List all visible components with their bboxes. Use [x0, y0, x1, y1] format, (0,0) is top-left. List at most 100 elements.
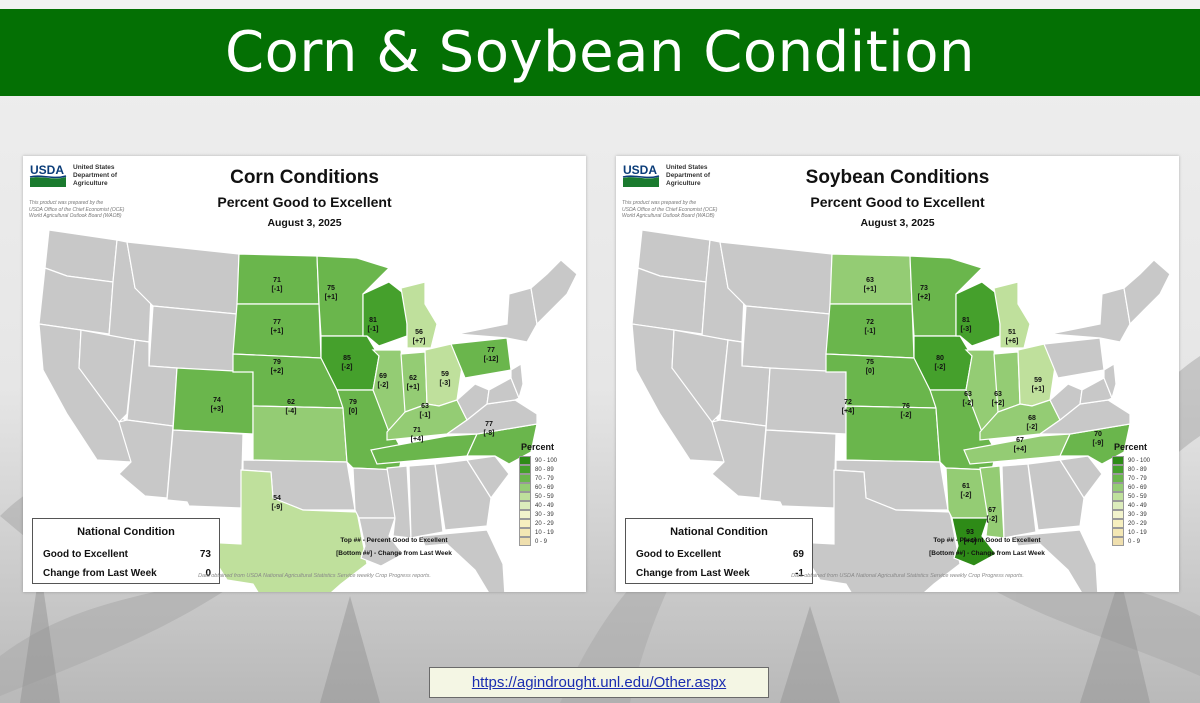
legend-item: 80 - 89	[519, 465, 579, 474]
state-nv	[671, 329, 729, 423]
state-value-mn: 75	[327, 285, 335, 292]
state-ne-states	[1123, 259, 1171, 326]
state-change-wi: [-3]	[961, 326, 972, 333]
state-change-mo: [-2]	[901, 412, 912, 419]
legend-label: 60 - 69	[535, 484, 554, 491]
legend-item: 10 - 19	[1112, 528, 1172, 537]
state-change-in: [+1]	[407, 384, 420, 391]
legend-swatch	[1112, 528, 1124, 537]
legend-swatch	[519, 528, 531, 537]
legend-swatch	[1112, 483, 1124, 492]
state-value-tn: 67	[1016, 437, 1024, 444]
state-ga	[434, 459, 492, 531]
national-condition-title: National Condition	[77, 526, 175, 538]
state-nj	[510, 362, 524, 400]
legend-item: 30 - 39	[519, 510, 579, 519]
us-states-map: 71 [-1] 75 [+1] 77 [+1] 81 [-1] 56 [+7] 79 [+2] 85 [-…	[38, 229, 578, 592]
legend-label: 20 - 29	[535, 520, 554, 527]
legend-item: 0 - 9	[519, 537, 579, 546]
state-value-ne: 75	[866, 359, 874, 366]
state-change-la: [+4]	[964, 538, 977, 545]
state-value-ky: 63	[421, 403, 429, 410]
agency-line-3: Agriculture	[666, 180, 701, 187]
state-change-tn: [+4]	[411, 436, 424, 443]
legend-swatch	[1112, 456, 1124, 465]
legend-label: 50 - 59	[535, 493, 554, 500]
state-nj	[1103, 362, 1117, 400]
legend-swatch	[519, 537, 531, 546]
state-change-ks: [-4]	[286, 408, 297, 415]
state-value-pa: 77	[487, 347, 495, 354]
state-change-ky: [-1]	[420, 412, 431, 419]
state-la	[951, 517, 997, 567]
state-change-il: [-2]	[378, 382, 389, 389]
state-sc	[1058, 455, 1103, 500]
good-excellent-label: Good to Excellent	[43, 549, 129, 560]
state-change-ms: [-2]	[987, 516, 998, 523]
state-change-il: [-2]	[963, 400, 974, 407]
state-change-co: [+3]	[211, 406, 224, 413]
legend-label: 60 - 69	[1128, 484, 1147, 491]
state-change-mi: [+6]	[1006, 338, 1019, 345]
state-change-sd: [-1]	[865, 328, 876, 335]
prepared-line-3: World Agricultural Outlook Board (WAOB)	[622, 213, 715, 219]
state-value-sd: 72	[866, 319, 874, 326]
legend-title: Percent	[521, 442, 555, 452]
state-value-in: 62	[409, 375, 417, 382]
title-banner: Corn & Soybean Condition	[0, 9, 1200, 96]
prepared-line-3: World Agricultural Outlook Board (WAOB)	[29, 213, 122, 219]
key-note-top: Top ## - Percent Good to Excellent	[933, 537, 1041, 544]
map-title: Soybean Conditions	[805, 167, 990, 188]
percent-legend: Percent 90 - 100 80 - 89 70 - 79 60 - 69 50 …	[1112, 442, 1172, 546]
map-subtitle: Percent Good to Excellent	[217, 194, 392, 210]
good-excellent-value: 73	[199, 549, 211, 560]
map-date: August 3, 2025	[860, 217, 935, 229]
source-link[interactable]: https://agindrought.unl.edu/Other.aspx	[471, 674, 727, 691]
state-ga	[1027, 459, 1085, 531]
legend-item: 70 - 79	[519, 474, 579, 483]
state-value-wi: 81	[962, 317, 970, 324]
legend-item: 60 - 69	[1112, 483, 1172, 492]
agency-line-3: Agriculture	[73, 180, 108, 187]
state-change-ks: [+4]	[842, 408, 855, 415]
legend-label: 0 - 9	[1128, 538, 1141, 545]
state-value-nd: 71	[273, 277, 281, 284]
legend-swatch	[1112, 474, 1124, 483]
label-key-note: Top ## - Percent Good to Excellent [Bott…	[319, 534, 469, 560]
legend-label: 90 - 100	[1128, 457, 1151, 464]
weekly-change-label: Change from Last Week	[43, 568, 157, 579]
key-note-bottom: [Bottom ##] - Change from Last Week	[929, 550, 1045, 557]
legend-label: 90 - 100	[535, 457, 558, 464]
weekly-change-value: 0	[205, 568, 211, 579]
state-md	[486, 377, 520, 405]
state-change-sd: [+1]	[271, 328, 284, 335]
legend-swatch	[1112, 537, 1124, 546]
state-value-ia: 85	[343, 355, 351, 362]
state-change-mi: [+7]	[413, 338, 426, 345]
state-ny	[1049, 287, 1131, 343]
agency-line-1: United States	[73, 164, 115, 171]
state-value-tx: 54	[273, 495, 281, 502]
legend-swatch	[1112, 519, 1124, 528]
usda-logo: USDA	[622, 163, 660, 187]
usda-logo: USDA	[29, 163, 67, 187]
good-excellent-value: 69	[792, 549, 804, 560]
legend-label: 70 - 79	[1128, 475, 1147, 482]
state-value-il: 63	[964, 391, 972, 398]
legend-swatch	[1112, 465, 1124, 474]
legend-item: 60 - 69	[519, 483, 579, 492]
legend-item: 30 - 39	[1112, 510, 1172, 519]
legend-label: 30 - 39	[1128, 511, 1147, 518]
state-wi	[362, 281, 408, 347]
legend-label: 10 - 19	[535, 529, 554, 536]
legend-item: 50 - 59	[1112, 492, 1172, 501]
state-value-oh: 59	[1034, 377, 1042, 384]
source-link-box: https://agindrought.unl.edu/Other.aspx	[429, 667, 769, 698]
state-change-ne: [0]	[866, 368, 875, 375]
state-ms	[386, 465, 412, 539]
state-change-ia: [-2]	[935, 364, 946, 371]
agency-line-2: Department of	[666, 172, 711, 179]
prepared-line-1: This product was prepared by the	[29, 200, 104, 206]
state-value-il: 69	[379, 373, 387, 380]
state-wy	[148, 305, 238, 373]
